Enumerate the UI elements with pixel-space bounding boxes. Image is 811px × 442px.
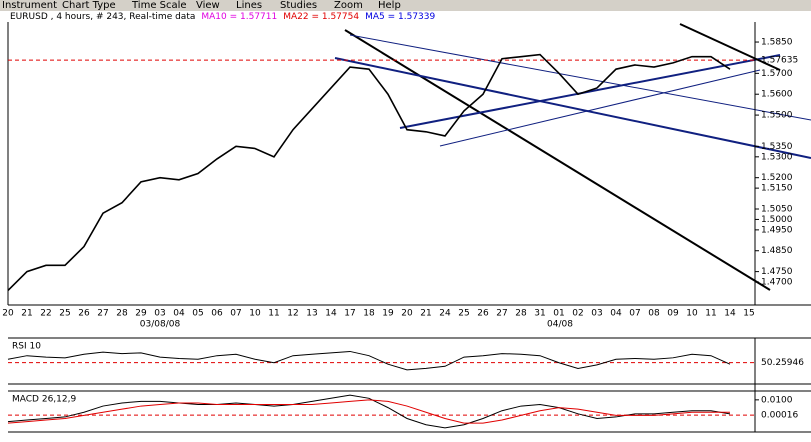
x-tick-label: 09 bbox=[667, 309, 679, 319]
x-tick-label: 14 bbox=[724, 309, 736, 319]
indicator-label: MA22 = 1.57754 bbox=[283, 12, 359, 22]
indicator-label: MA5 = 1.57339 bbox=[365, 12, 435, 22]
indicator-label: MA10 = 1.57711 bbox=[201, 12, 277, 22]
x-tick-label: 27 bbox=[496, 309, 507, 319]
x-tick-label: 13 bbox=[306, 309, 317, 319]
x-tick-label: 31 bbox=[534, 309, 545, 319]
x-tick-label: 07 bbox=[629, 309, 640, 319]
panel-title: RSI 10 bbox=[12, 342, 41, 352]
period-label: 03/08/08 bbox=[140, 320, 181, 330]
trend-line bbox=[349, 34, 811, 121]
x-tick-label: 02 bbox=[572, 309, 583, 319]
x-tick-label: 22 bbox=[40, 309, 51, 319]
x-tick-label: 17 bbox=[344, 309, 355, 319]
current-label: 1.57635 bbox=[761, 56, 798, 66]
x-tick-label: 27 bbox=[97, 309, 108, 319]
x-tick-label: 18 bbox=[363, 309, 375, 319]
x-tick-label: 25 bbox=[458, 309, 469, 319]
chart-area bbox=[0, 11, 811, 442]
x-tick-label: 24 bbox=[439, 309, 451, 319]
y-tick-label: 1.5050 bbox=[761, 204, 793, 214]
series-line bbox=[7, 350, 731, 371]
menu-item[interactable]: Time Scale bbox=[131, 0, 187, 11]
y-tick-label: 1.5000 bbox=[761, 215, 793, 225]
menu-item[interactable]: Instrument bbox=[2, 0, 57, 11]
y-tick-label: 1.5850 bbox=[761, 38, 793, 48]
x-tick-label: 10 bbox=[249, 309, 261, 319]
trend-line bbox=[344, 29, 771, 291]
trend-line bbox=[399, 54, 781, 129]
trend-line bbox=[679, 23, 781, 71]
x-tick-label: 03 bbox=[591, 309, 602, 319]
x-tick-label: 26 bbox=[477, 309, 489, 319]
y-tick-label: 1.4850 bbox=[761, 246, 793, 256]
chart-title: EURUSD , 4 hours, # 243, Real-time data M… bbox=[10, 12, 435, 22]
x-tick-label: 29 bbox=[135, 309, 147, 319]
menu: Instrument Chart Type Time Scale View Lines S… bbox=[2, 0, 401, 11]
x-tick-label: 21 bbox=[21, 309, 32, 319]
y-tick-label: 0.0100 bbox=[761, 395, 793, 405]
y-tick-label: 1.5700 bbox=[761, 69, 793, 79]
panel-title: MACD 26,12,9 bbox=[12, 395, 76, 405]
x-tick-label: 11 bbox=[705, 309, 716, 319]
menu-item[interactable]: Lines bbox=[236, 0, 262, 11]
x-tick-label: 05 bbox=[192, 309, 203, 319]
period-label: 04/08 bbox=[547, 320, 573, 330]
x-tick-label: 04 bbox=[173, 309, 185, 319]
y-tick-label: 1.5200 bbox=[761, 173, 793, 183]
x-tick-label: 07 bbox=[230, 309, 241, 319]
x-tick-label: 21 bbox=[420, 309, 431, 319]
x-tick-label: 28 bbox=[515, 309, 527, 319]
current-label: 50.25946 bbox=[761, 358, 804, 368]
series-line bbox=[7, 394, 731, 429]
y-tick-label: 1.5300 bbox=[761, 152, 793, 162]
current-label: 0.00016 bbox=[761, 411, 798, 421]
x-tick-label: 28 bbox=[116, 309, 128, 319]
menu-item[interactable]: Studies bbox=[280, 0, 317, 11]
menu-item[interactable]: View bbox=[196, 0, 220, 11]
series-line bbox=[7, 399, 730, 424]
x-tick-label: 19 bbox=[382, 309, 394, 319]
x-tick-label: 03 bbox=[154, 309, 165, 319]
y-tick-label: 1.5350 bbox=[761, 142, 793, 152]
x-tick-label: 08 bbox=[648, 309, 660, 319]
x-tick-label: 15 bbox=[743, 309, 754, 319]
x-tick-label: 26 bbox=[78, 309, 90, 319]
trend-line bbox=[334, 57, 811, 159]
x-tick-label: 11 bbox=[268, 309, 279, 319]
y-tick-label: 1.5500 bbox=[761, 111, 793, 121]
menu-item[interactable]: Help bbox=[378, 0, 401, 11]
x-tick-label: 04 bbox=[610, 309, 622, 319]
x-tick-label: 20 bbox=[2, 309, 14, 319]
chart-layer bbox=[334, 23, 811, 291]
menu-item[interactable]: Chart Type bbox=[62, 0, 116, 11]
y-tick-label: 1.5600 bbox=[761, 90, 793, 100]
x-tick-label: 20 bbox=[401, 309, 413, 319]
x-tick-label: 10 bbox=[686, 309, 698, 319]
x-tick-label: 12 bbox=[287, 309, 298, 319]
series-line bbox=[7, 53, 731, 291]
y-tick-label: 1.4700 bbox=[761, 278, 793, 288]
x-tick-label: 14 bbox=[325, 309, 337, 319]
title-text: EURUSD , 4 hours, # 243, Real-time data bbox=[10, 12, 195, 22]
y-tick-label: 1.5150 bbox=[761, 184, 793, 194]
x-tick-label: 25 bbox=[59, 309, 70, 319]
menu-bar bbox=[0, 0, 811, 11]
x-tick-label: 06 bbox=[211, 309, 223, 319]
y-tick-label: 1.4750 bbox=[761, 267, 793, 277]
y-tick-label: 1.4950 bbox=[761, 225, 793, 235]
x-tick-label: 01 bbox=[553, 309, 564, 319]
menu-item[interactable]: Zoom bbox=[334, 0, 363, 11]
trend-line bbox=[439, 69, 761, 147]
